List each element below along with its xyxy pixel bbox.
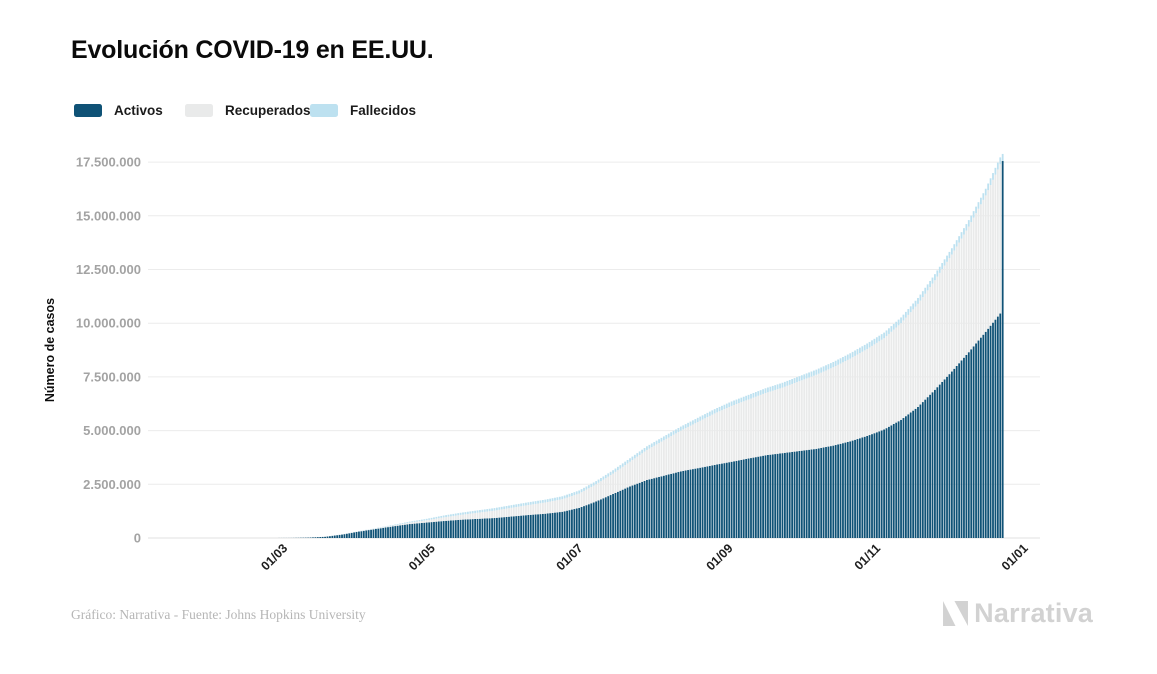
svg-text:5.000.000: 5.000.000 (83, 423, 141, 438)
legend-swatch-fallecidos (310, 104, 338, 117)
svg-text:17.500.000: 17.500.000 (76, 155, 141, 170)
narrativa-logo-icon (943, 601, 969, 626)
svg-text:01/05: 01/05 (406, 541, 438, 573)
svg-text:01/11: 01/11 (852, 541, 884, 573)
legend-swatch-recuperados (185, 104, 213, 117)
legend-item-fallecidos: Fallecidos (310, 103, 416, 118)
legend-item-activos: Activos (74, 103, 163, 118)
svg-text:10.000.000: 10.000.000 (76, 316, 141, 331)
legend-label-fallecidos: Fallecidos (350, 103, 417, 118)
svg-text:01/07: 01/07 (554, 541, 586, 573)
svg-text:Número de casos: Número de casos (43, 298, 57, 402)
legend-label-activos: Activos (114, 103, 163, 118)
narrativa-logo-text: Narrativa (974, 598, 1093, 628)
svg-text:0: 0 (134, 531, 141, 546)
narrativa-logo: Narrativa (942, 598, 1093, 629)
svg-text:12.500.000: 12.500.000 (76, 262, 141, 277)
svg-text:01/09: 01/09 (704, 541, 736, 573)
legend-item-recuperados: Recuperados (185, 103, 311, 118)
chart-title: Evolución COVID-19 en EE.UU. (71, 36, 434, 64)
svg-text:01/01: 01/01 (999, 541, 1031, 573)
svg-text:01/03: 01/03 (258, 541, 290, 573)
legend-swatch-activos (74, 104, 102, 117)
source-credit: Gráfico: Narrativa - Fuente: Johns Hopki… (71, 607, 366, 622)
legend: Activos Recuperados Fallecidos (0, 103, 1157, 123)
svg-text:2.500.000: 2.500.000 (83, 477, 141, 492)
svg-text:15.000.000: 15.000.000 (76, 208, 141, 223)
svg-text:7.500.000: 7.500.000 (83, 369, 141, 384)
legend-label-recuperados: Recuperados (225, 103, 311, 118)
